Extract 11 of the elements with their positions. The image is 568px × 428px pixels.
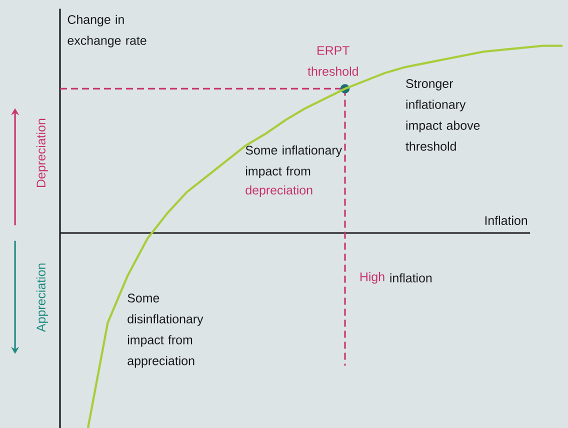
annotation: Some disinflationary impact from appreciation — [128, 294, 204, 368]
annotation: depreciation — [246, 185, 312, 197]
annotation: High — [360, 272, 384, 284]
ref-line-label: ERPT threshold — [308, 46, 358, 76]
y-axis-title: Change in exchange rate — [68, 14, 146, 48]
x-axis-title: Inflation — [485, 216, 528, 225]
text: Appreciation — [36, 264, 48, 332]
annotation: Some inflationary impact from — [246, 145, 342, 178]
annotation: Stronger inflationary impact above threshold — [406, 79, 480, 151]
text: Depreciation — [36, 118, 48, 188]
annotation: inflation — [390, 273, 432, 282]
